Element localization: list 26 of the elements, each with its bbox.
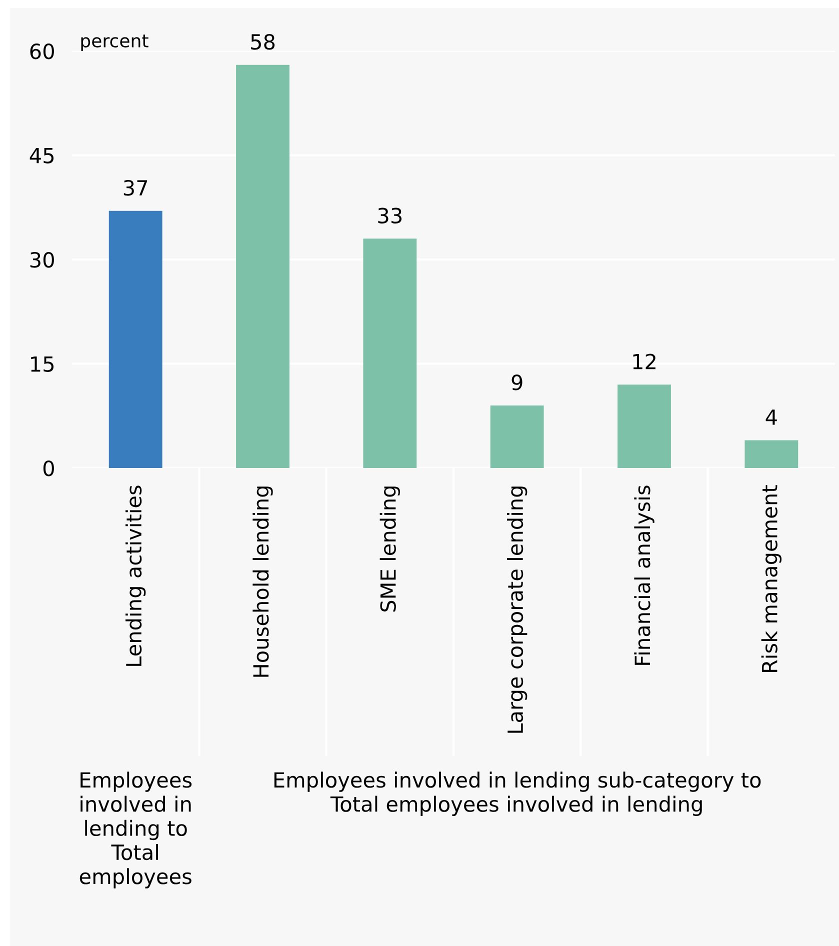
data-label: 33 — [378, 208, 402, 224]
text: Employees involved in lending sub-category to Total employees involved in lending — [274, 772, 761, 816]
data-label: 9 — [512, 374, 522, 390]
bar — [490, 405, 544, 468]
y-axis-title: percent — [81, 34, 148, 51]
y-tick-label: 0 — [43, 460, 54, 476]
y-tick-label: 45 — [30, 148, 54, 164]
x-tick-label: SME lending — [380, 486, 400, 612]
data-label: 12 — [633, 354, 656, 370]
bar — [744, 440, 798, 468]
data-label: 58 — [251, 34, 275, 50]
data-label: 37 — [124, 180, 148, 196]
y-tick-label: 15 — [31, 356, 54, 372]
x-tick-label: Risk management — [761, 485, 782, 672]
text: Employees involved in lending to Total employees — [80, 772, 192, 888]
bar — [108, 210, 162, 468]
bar — [236, 64, 290, 468]
x-tick-label: Large corporate lending — [507, 486, 528, 733]
y-tick-label: 60 — [30, 43, 54, 60]
bar — [363, 238, 417, 468]
x-tick-label: Financial analysis — [634, 486, 654, 665]
y-tick-label: 30 — [30, 252, 54, 268]
x-tick-label: Household lending — [252, 486, 273, 677]
data-label: 4 — [766, 410, 777, 425]
bar — [618, 384, 671, 468]
x-tick-label: Lending activities — [126, 486, 146, 666]
